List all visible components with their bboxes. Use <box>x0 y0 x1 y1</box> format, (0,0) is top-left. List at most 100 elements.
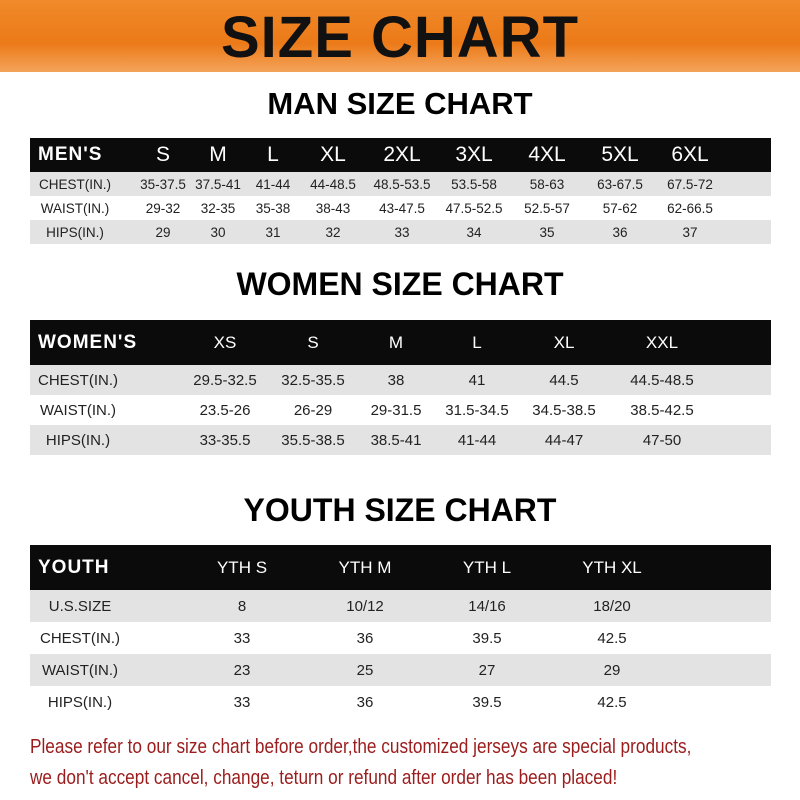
size-header-cell: XL <box>320 143 346 166</box>
table-cell: 43-47.5 <box>379 200 425 216</box>
notice-line-2: we don't accept cancel, change, teturn o… <box>30 766 618 789</box>
table-cell: 38.5-42.5 <box>630 401 694 419</box>
row-label: CHEST(IN.) <box>40 629 120 647</box>
row-label: CHEST(IN.) <box>38 371 118 389</box>
table-cell: 42.5 <box>597 693 627 711</box>
table-cell: 29-31.5 <box>370 401 422 419</box>
table-cell: 33-35.5 <box>199 431 251 449</box>
men-title: MAN SIZE CHART <box>267 86 533 121</box>
table-cell: 10/12 <box>346 597 384 615</box>
size-header-cell: M <box>209 143 227 166</box>
table-row: HIPS(IN.) 29 30 31 32 33 34 35 36 37 <box>30 220 771 244</box>
size-header-cell: 6XL <box>671 143 709 166</box>
size-header-cell: S <box>155 143 171 166</box>
table-cell: 30 <box>210 224 226 240</box>
table-cell: 29.5-32.5 <box>193 371 257 389</box>
table-cell: 18/20 <box>593 597 631 615</box>
table-cell: 25 <box>356 661 374 679</box>
table-cell: 39.5 <box>472 629 502 647</box>
table-cell: 31.5-34.5 <box>445 401 509 419</box>
table-row: HIPS(IN.) 33 36 39.5 42.5 <box>30 686 771 718</box>
size-header-cell: YTH S <box>216 557 268 577</box>
table-row: U.S.SIZE 8 10/12 14/16 18/20 <box>30 590 771 622</box>
table-row: WAIST(IN.) 23.5-26 26-29 29-31.5 31.5-34.5 34… <box>30 395 771 425</box>
women-size-table: WOMEN'S XS S M L XL XXL CHEST(IN.) 29.5-32.5 32.5… <box>30 320 771 455</box>
table-cell: 35 <box>539 224 555 240</box>
men-size-table: MEN'S S M L XL 2XL 3XL 4XL 5XL 6XL CHEST(IN.) 35-37… <box>30 138 771 244</box>
table-cell: 44.5-48.5 <box>630 371 694 389</box>
table-header-row: MEN'S S M L XL 2XL 3XL 4XL 5XL 6XL <box>30 138 771 172</box>
table-cell: 41 <box>468 371 486 389</box>
table-cell: 32.5-35.5 <box>281 371 345 389</box>
size-header-cell: 3XL <box>455 143 493 166</box>
table-cell: 14/16 <box>468 597 506 615</box>
women-title: WOMEN SIZE CHART <box>236 266 564 302</box>
table-title-cell: WOMEN'S <box>38 331 138 353</box>
table-cell: 44-48.5 <box>310 176 356 192</box>
table-cell: 36 <box>612 224 628 240</box>
table-cell: 35-38 <box>255 200 291 216</box>
table-cell: 34 <box>466 224 482 240</box>
table-cell: 23 <box>233 661 251 679</box>
size-header-cell: S <box>307 332 319 352</box>
table-cell: 31 <box>265 224 281 240</box>
table-title-cell: YOUTH <box>38 556 110 578</box>
size-header-cell: 4XL <box>528 143 566 166</box>
size-header-cell: 2XL <box>383 143 421 166</box>
table-cell: 39.5 <box>472 693 502 711</box>
table-cell: 41-44 <box>457 431 497 449</box>
row-label: WAIST(IN.) <box>40 200 110 216</box>
notice-line-1: Please refer to our size chart before or… <box>30 735 692 758</box>
table-cell: 27 <box>478 661 496 679</box>
table-cell: 38 <box>387 371 405 389</box>
table-cell: 29-32 <box>145 200 181 216</box>
table-cell: 48.5-53.5 <box>373 176 431 192</box>
size-header-cell: XS <box>213 332 237 352</box>
row-label: HIPS(IN.) <box>47 693 113 711</box>
size-header-cell: M <box>388 332 404 352</box>
table-header-row: YOUTH YTH S YTH M YTH L YTH XL <box>30 545 771 590</box>
table-cell: 58-63 <box>529 176 565 192</box>
row-label: U.S.SIZE <box>48 597 112 615</box>
table-cell: 33 <box>394 224 410 240</box>
size-header-cell: XXL <box>645 332 679 352</box>
table-row: HIPS(IN.) 33-35.5 35.5-38.5 38.5-41 41-44 44-… <box>30 425 771 455</box>
table-cell: 47.5-52.5 <box>445 200 503 216</box>
table-cell: 57-62 <box>602 200 638 216</box>
table-row: WAIST(IN.) 23 25 27 29 <box>30 654 771 686</box>
row-label: CHEST(IN.) <box>39 176 111 192</box>
table-title-cell: MEN'S <box>38 144 103 165</box>
table-cell: 33 <box>233 693 251 711</box>
table-cell: 26-29 <box>293 401 333 419</box>
size-header-cell: L <box>472 332 482 352</box>
table-cell: 32-35 <box>200 200 236 216</box>
row-label: HIPS(IN.) <box>46 224 104 240</box>
size-header-cell: 5XL <box>601 143 639 166</box>
table-cell: 29 <box>603 661 621 679</box>
table-cell: 47-50 <box>642 431 682 449</box>
table-cell: 38.5-41 <box>370 431 422 449</box>
table-cell: 38-43 <box>315 200 351 216</box>
table-cell: 52.5-57 <box>524 200 570 216</box>
table-cell: 53.5-58 <box>451 176 497 192</box>
banner: SIZE CHART <box>0 0 800 72</box>
table-cell: 8 <box>237 597 247 615</box>
table-cell: 32 <box>325 224 341 240</box>
table-cell: 41-44 <box>255 176 291 192</box>
size-header-cell: YTH XL <box>582 557 642 577</box>
table-cell: 44-47 <box>544 431 584 449</box>
row-label: WAIST(IN.) <box>39 401 117 419</box>
table-cell: 29 <box>155 224 171 240</box>
youth-size-table: YOUTH YTH S YTH M YTH L YTH XL U.S.SIZE 8 10/12… <box>30 545 771 718</box>
table-header-row: WOMEN'S XS S M L XL XXL <box>30 320 771 365</box>
table-row: WAIST(IN.) 29-32 32-35 35-38 38-43 43-47.5 47.… <box>30 196 771 220</box>
size-header-cell: XL <box>553 332 575 352</box>
banner-title: SIZE CHART <box>221 5 579 70</box>
table-cell: 63-67.5 <box>597 176 643 192</box>
table-cell: 44.5 <box>549 371 579 389</box>
table-cell: 23.5-26 <box>199 401 251 419</box>
table-cell: 42.5 <box>597 629 627 647</box>
table-cell: 35.5-38.5 <box>281 431 345 449</box>
table-cell: 33 <box>233 629 251 647</box>
youth-title: YOUTH SIZE CHART <box>243 492 557 528</box>
